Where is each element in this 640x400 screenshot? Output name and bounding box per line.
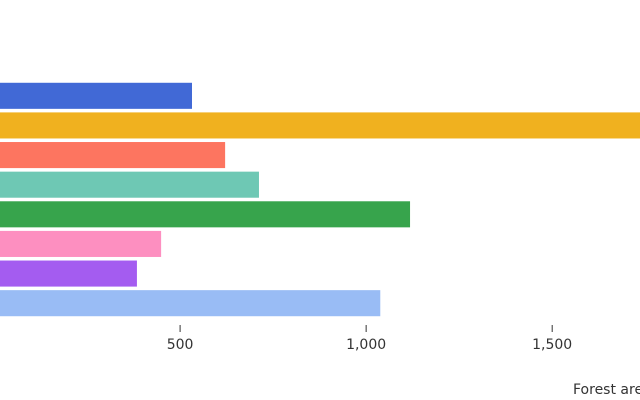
x-tick-label: 500 [167,337,194,353]
bar [0,201,411,228]
x-axis-label: Forest are [573,382,640,398]
bar [0,112,640,139]
bar [0,82,192,109]
x-tick-label: 1,500 [532,337,572,353]
bar [0,142,226,169]
bar [0,260,137,287]
bar [0,230,162,257]
x-tick-label: 1,000 [346,337,386,353]
bar [0,171,259,198]
bar [0,290,381,317]
